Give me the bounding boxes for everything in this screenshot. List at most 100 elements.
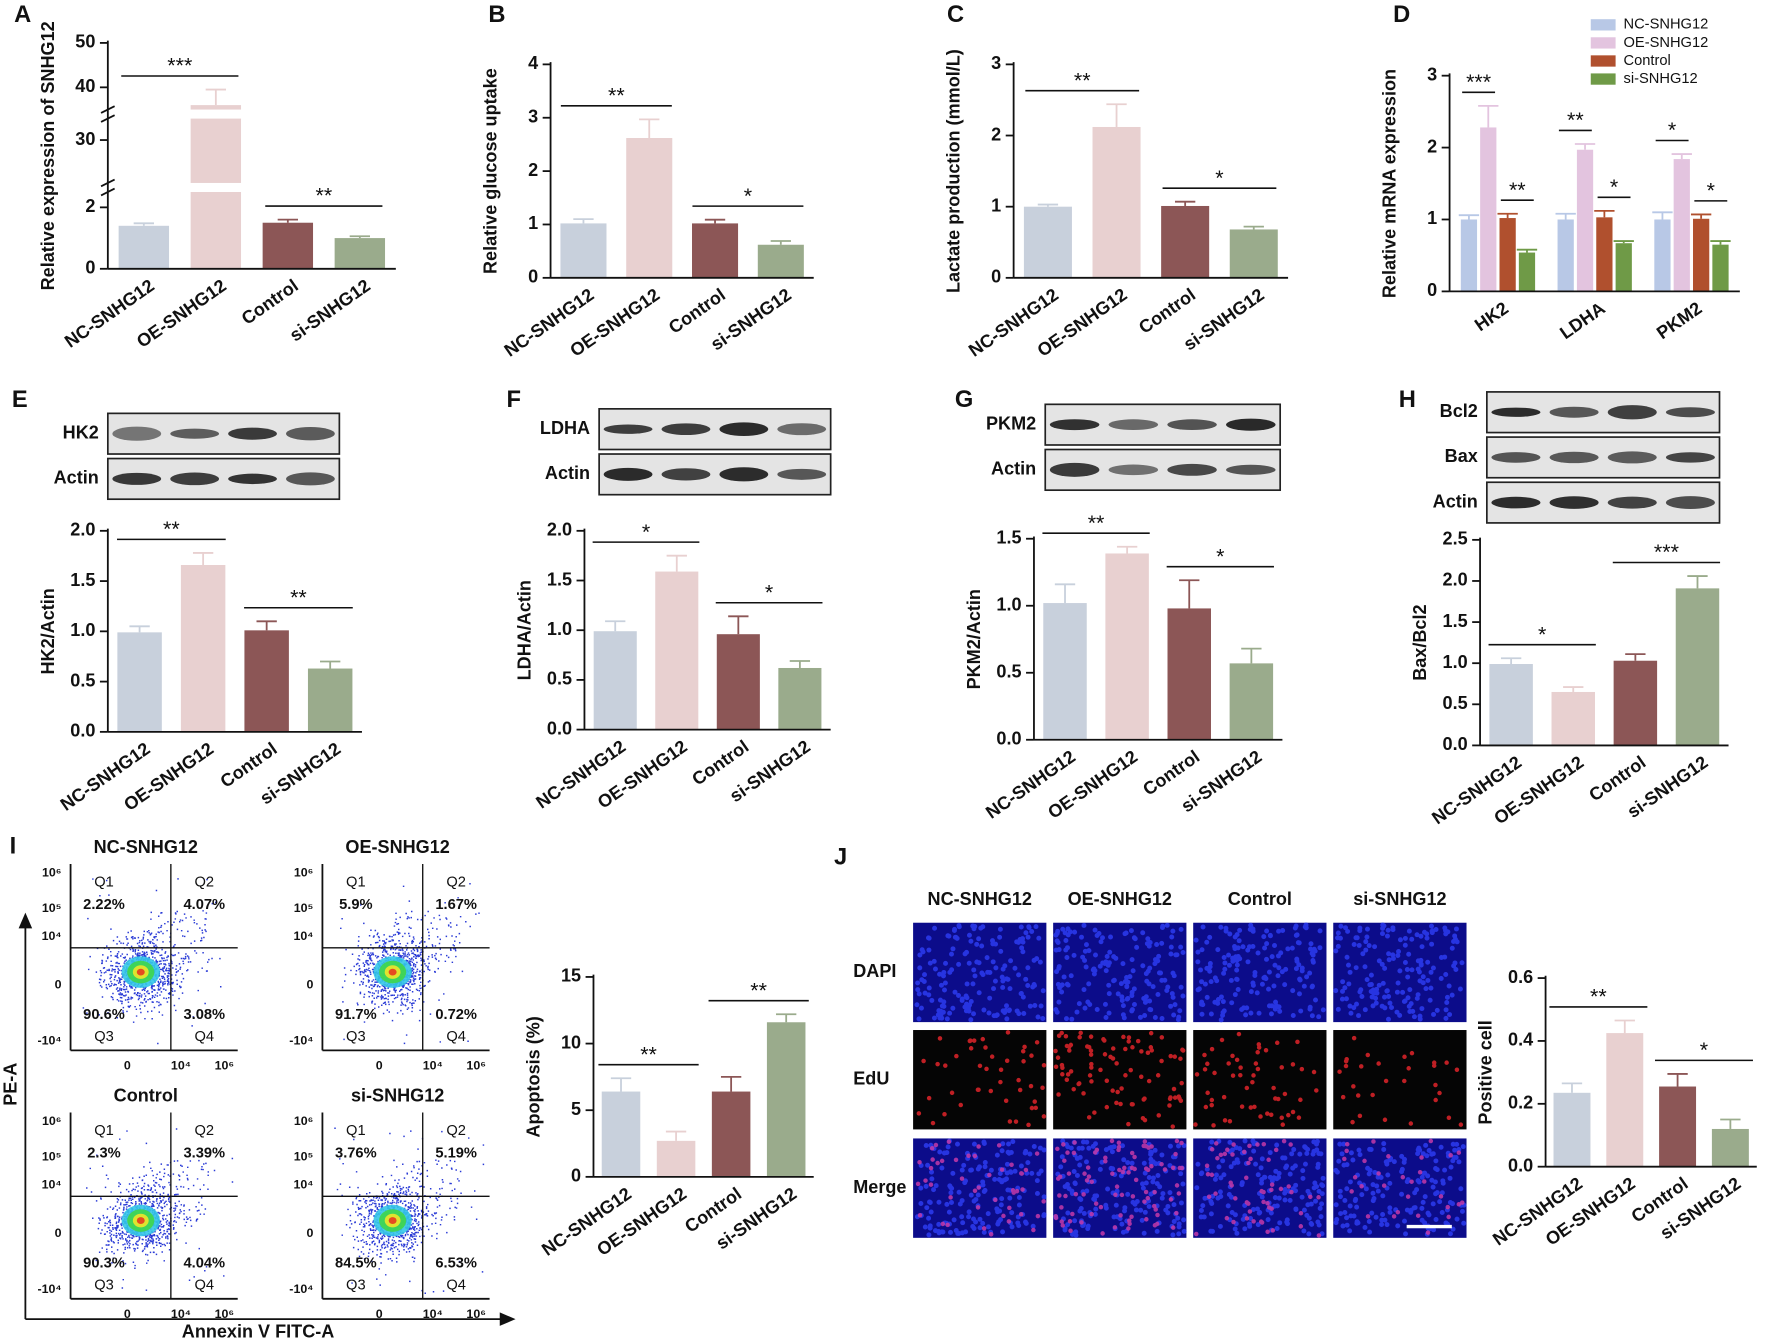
y-tick-label: 0.0 <box>1508 1155 1533 1175</box>
y-tick-label: 0.0 <box>70 721 95 741</box>
bar <box>1659 1086 1697 1167</box>
y-tick-label: 2 <box>991 124 1001 144</box>
quadrant-percent: 90.3% <box>83 1255 125 1271</box>
quadrant-percent: 84.5% <box>335 1255 377 1271</box>
bar <box>655 571 699 730</box>
bar <box>1092 126 1141 278</box>
significance-label: ** <box>315 184 332 208</box>
nuclei <box>1053 1138 1187 1238</box>
y-tick-label: 1 <box>991 195 1001 215</box>
flow-x-tick: 0 <box>124 1307 131 1321</box>
bar <box>262 222 314 269</box>
flow-events <box>82 878 222 1045</box>
y-tick-label: 0.5 <box>996 662 1021 682</box>
bar <box>1553 1092 1591 1167</box>
quadrant-name: Q3 <box>94 1029 114 1045</box>
bar <box>757 244 804 278</box>
bar <box>656 1140 696 1177</box>
y-tick-label: 0.0 <box>1443 734 1468 754</box>
y-tick-label: 2 <box>85 196 95 216</box>
quadrant-percent: 0.72% <box>435 1007 477 1023</box>
image-row-label: DAPI <box>853 961 896 981</box>
y-axis-label: PKM2/Actin <box>964 589 984 689</box>
significance-label: ** <box>1590 985 1607 1009</box>
flow-y-tick: 0 <box>306 977 313 991</box>
blot-band <box>170 428 220 439</box>
bar <box>1518 252 1536 292</box>
quadrant-percent: 5.19% <box>435 1145 477 1161</box>
flow-y-tick: 10⁵ <box>294 901 314 915</box>
panel-label: F <box>507 387 521 413</box>
legend-label: si-SNHG12 <box>1624 71 1698 87</box>
bar <box>1557 219 1574 292</box>
bar <box>1105 553 1149 740</box>
blot-band <box>1491 496 1541 509</box>
blot-band <box>112 426 162 441</box>
quadrant-name: Q1 <box>94 875 114 891</box>
flow-x-tick: 0 <box>124 1058 131 1072</box>
flow-y-tick: -10⁴ <box>289 1033 313 1047</box>
y-tick-label: 0 <box>1427 280 1437 300</box>
flow-x-tick: 0 <box>376 1307 383 1321</box>
blot-band <box>228 427 277 440</box>
significance-label: ** <box>1567 108 1584 132</box>
significance-label: * <box>1610 175 1618 199</box>
image-column-title: NC-SNHG12 <box>928 889 1032 909</box>
blot-label: HK2 <box>63 422 99 442</box>
y-tick-label: 1.5 <box>547 569 572 589</box>
y-tick-label: 2.5 <box>1443 529 1468 549</box>
significance-label: * <box>1216 544 1224 568</box>
bar <box>1606 1033 1644 1167</box>
blot-band <box>228 473 277 485</box>
flow-y-tick: 10⁴ <box>42 1177 62 1191</box>
y-tick-label: 0 <box>85 258 95 278</box>
blot-band <box>719 422 769 436</box>
blot-band <box>661 423 711 436</box>
bar <box>1480 127 1497 292</box>
blot-band <box>1665 452 1715 463</box>
blot-band <box>1108 464 1159 476</box>
quadrant-name: Q3 <box>346 1029 366 1045</box>
blot-band <box>1491 407 1541 417</box>
flow-y-tick: -10⁴ <box>37 1033 61 1047</box>
panel-label: I <box>10 833 17 859</box>
quadrant-name: Q1 <box>346 875 366 891</box>
blot-band <box>1049 462 1100 477</box>
flow-y-tick: 10⁴ <box>293 929 313 943</box>
y-tick-label: 3 <box>528 107 538 127</box>
flow-title: NC-SNHG12 <box>94 837 198 857</box>
quadrant-name: Q3 <box>94 1278 114 1294</box>
significance-label: ** <box>1509 178 1526 202</box>
image-row-label: Merge <box>853 1177 906 1197</box>
blot-band <box>286 472 335 486</box>
bar <box>334 238 386 269</box>
flow-density <box>136 968 145 976</box>
flow-y-tick: 0 <box>55 1226 62 1240</box>
quadrant-percent: 2.22% <box>83 897 125 913</box>
significance-label: * <box>642 520 650 544</box>
blot-band <box>1665 407 1715 418</box>
flow-x-tick: 10⁴ <box>171 1307 191 1321</box>
y-axis-label: HK2/Actin <box>38 588 58 674</box>
quadrant-name: Q1 <box>346 1123 366 1139</box>
blot-band <box>661 468 711 481</box>
bar <box>118 225 170 269</box>
blot-band <box>1607 405 1657 420</box>
flow-x-label: Annexin V FITC-A <box>182 1321 335 1341</box>
bar <box>1161 205 1210 278</box>
significance-label: ** <box>750 978 767 1002</box>
panel-label: G <box>955 387 973 413</box>
y-tick-label: 1.0 <box>70 620 95 640</box>
micrograph <box>913 1030 1047 1130</box>
flow-y-tick: 10⁴ <box>42 929 62 943</box>
bar <box>1596 217 1613 292</box>
blot-label: Actin <box>1433 491 1478 511</box>
bar <box>766 1022 806 1177</box>
y-axis-label: Positive cell <box>1476 1020 1496 1124</box>
y-tick-label: 1.5 <box>996 527 1021 547</box>
bar <box>1693 218 1710 292</box>
blot-label: Actin <box>991 459 1036 479</box>
bar <box>1654 219 1671 292</box>
blot-label: Actin <box>54 468 99 488</box>
bar <box>180 564 226 732</box>
